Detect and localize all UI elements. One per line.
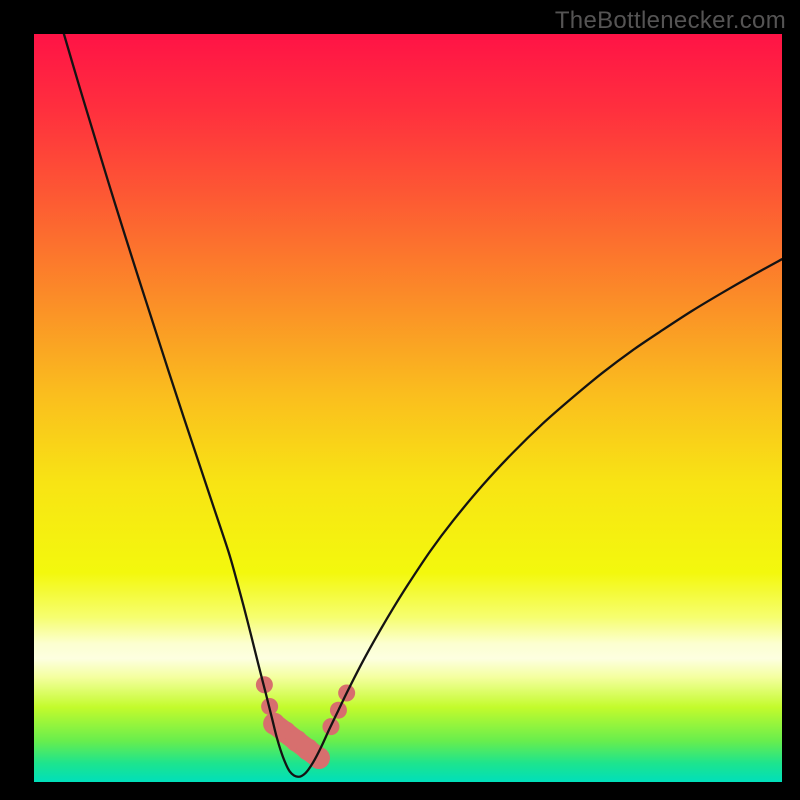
plot-area <box>34 34 782 782</box>
chart-svg <box>34 34 782 782</box>
bottleneck-curve <box>64 34 782 777</box>
watermark-text: TheBottlenecker.com <box>555 7 786 35</box>
markers-group <box>256 676 355 769</box>
